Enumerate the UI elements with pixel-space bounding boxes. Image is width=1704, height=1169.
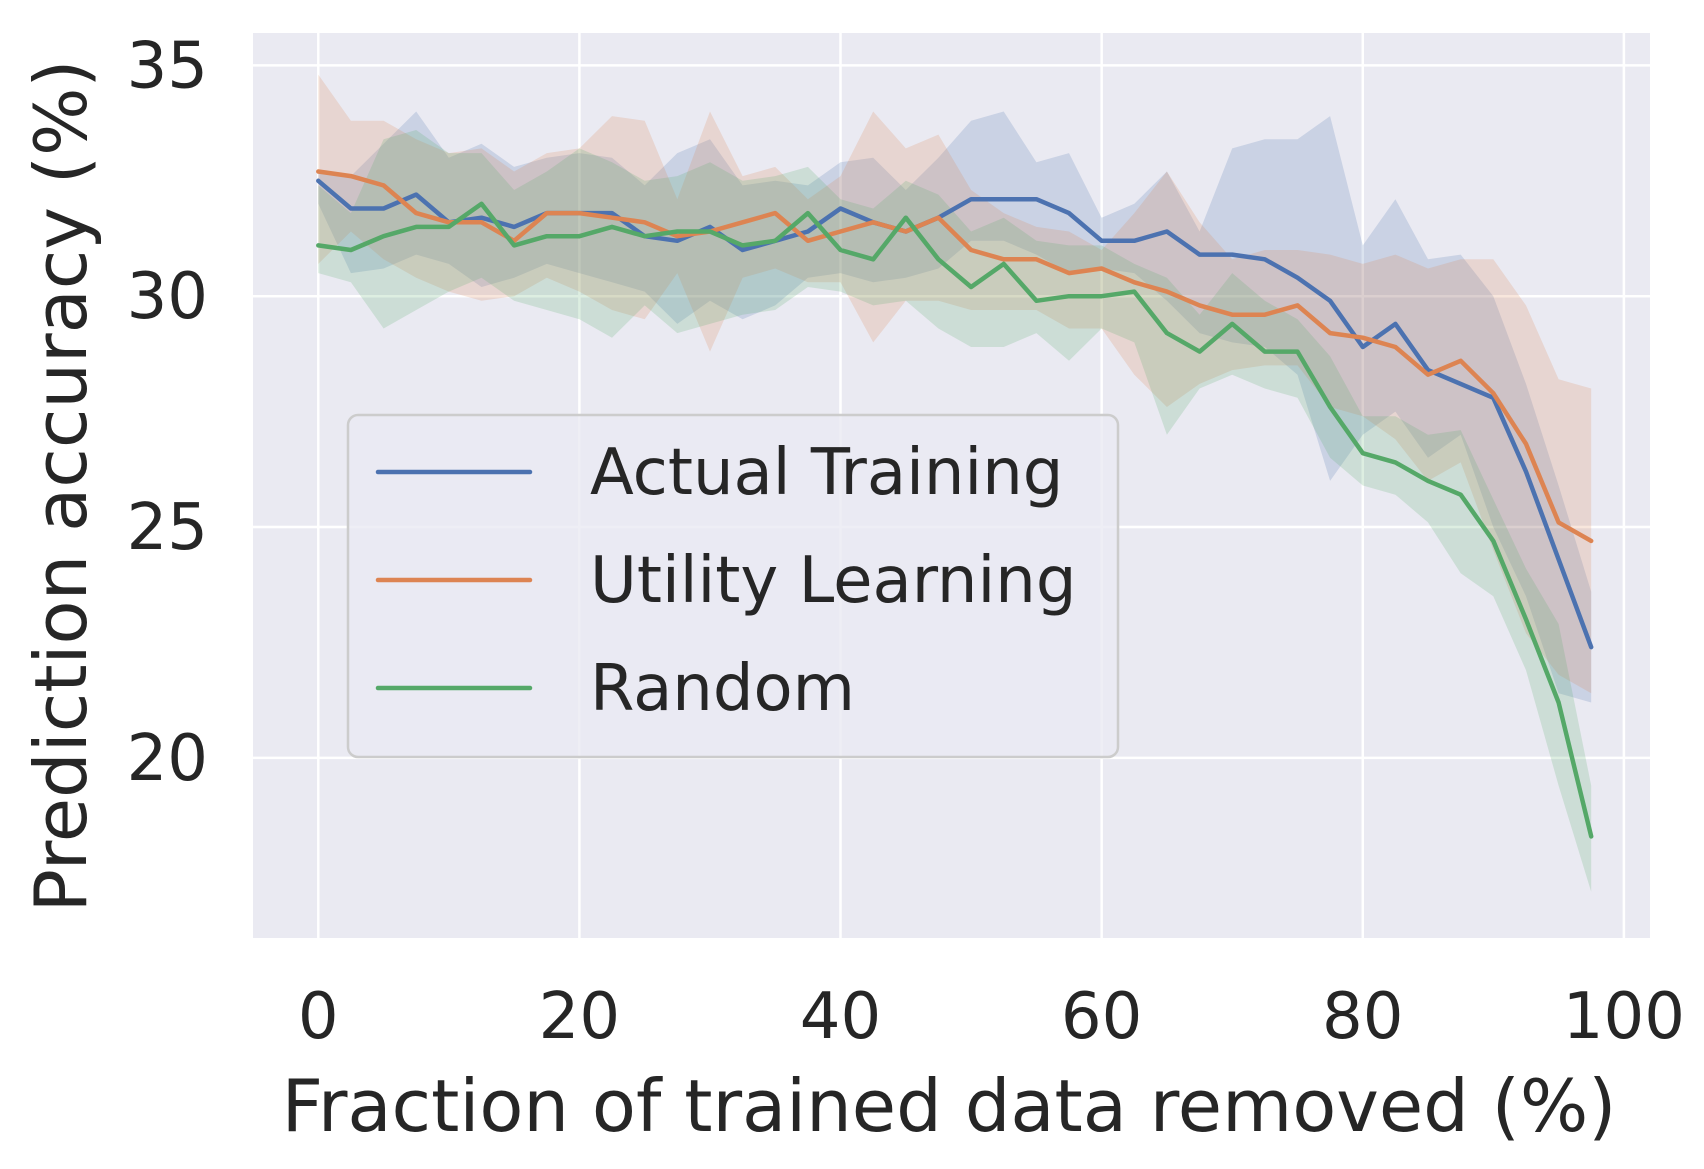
y-tick-label: 20: [127, 722, 208, 796]
line-utility-learning: [316, 169, 1594, 544]
band-random: [318, 130, 1592, 892]
tick-labels: 0 20 40 60 80 100 20 25 30 35: [127, 29, 1685, 1054]
legend-label-actual-training: Actual Training: [590, 436, 1063, 510]
series-lines: [316, 169, 1594, 839]
line-actual-training: [316, 178, 1594, 650]
line-random: [316, 201, 1594, 839]
y-axis-label: Prediction accuracy (%): [19, 60, 103, 913]
y-tick-label: 35: [127, 29, 208, 103]
x-tick-label: 60: [1061, 980, 1142, 1054]
x-tick-label: 100: [1563, 980, 1685, 1054]
x-tick-label: 40: [800, 980, 881, 1054]
legend: Actual Training Utility Learning Random: [346, 413, 1120, 759]
x-tick-label: 80: [1322, 980, 1403, 1054]
x-tick-label: 20: [539, 980, 620, 1054]
legend-label-utility-learning: Utility Learning: [590, 544, 1076, 618]
y-tick-label: 30: [127, 260, 208, 334]
y-tick-label: 25: [127, 491, 208, 565]
x-tick-label: 0: [298, 980, 339, 1054]
legend-box: [346, 413, 1120, 759]
x-axis-label: Fraction of trained data removed (%): [282, 1064, 1617, 1148]
band-actual-training: [318, 111, 1592, 703]
legend-label-random: Random: [590, 652, 855, 726]
